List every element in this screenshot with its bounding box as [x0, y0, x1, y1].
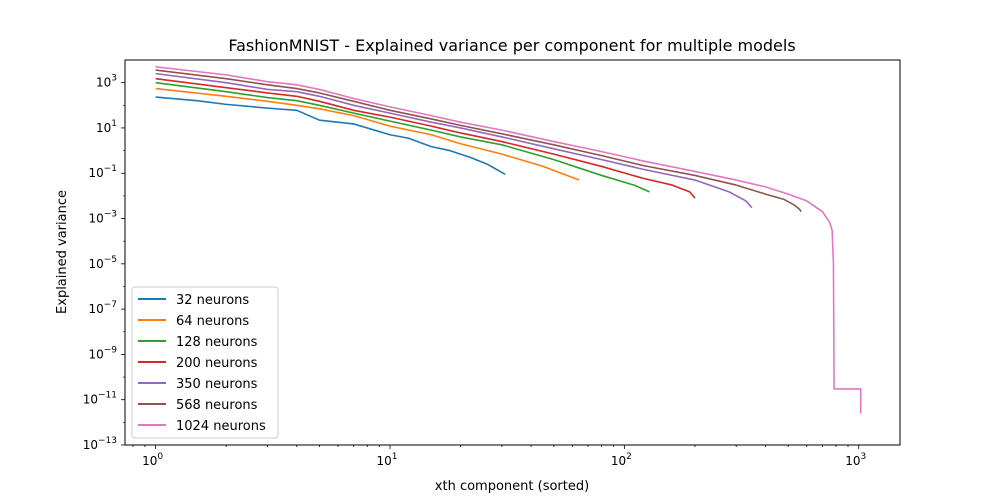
- legend-label-1: 32 neurons: [176, 293, 249, 308]
- y-axis-ticks: 103 101 10−1 10−3 10−5 10−7 10−9 10−11 10−13: [83, 74, 125, 452]
- legend-label-3: 128 neurons: [176, 335, 258, 350]
- y-tick-label: 10−13: [83, 436, 117, 452]
- y-tick-label: 10−1: [88, 164, 117, 180]
- series-line-5: [155, 72, 753, 209]
- x-tick-label: 101: [377, 452, 398, 468]
- legend-label-5: 350 neurons: [176, 377, 258, 392]
- y-tick-label: 10−7: [88, 300, 117, 316]
- legend-items: 32 neurons 64 neurons 128 neurons 200 neuro…: [138, 293, 266, 434]
- legend-label-6: 568 neurons: [176, 398, 258, 413]
- series-line-6: [155, 69, 802, 213]
- series-layer: [155, 66, 862, 414]
- chart-title: FashionMNIST - Explained variance per co…: [228, 36, 795, 55]
- legend: 32 neurons 64 neurons 128 neurons 200 neuro…: [131, 286, 279, 439]
- y-tick-label: 101: [96, 119, 117, 135]
- x-axis-label: xth component (sorted): [435, 479, 589, 494]
- y-tick-label: 103: [96, 74, 117, 90]
- series-line-2: [155, 87, 580, 181]
- y-tick-label: 10−11: [83, 391, 117, 407]
- legend-label-4: 200 neurons: [176, 356, 258, 371]
- series-line-3: [155, 81, 650, 193]
- series-line-1: [155, 96, 506, 175]
- x-axis-ticks: 100 101 102 103: [132, 445, 866, 468]
- series-line-7: [155, 66, 862, 414]
- legend-label-2: 64 neurons: [176, 314, 249, 329]
- plot-area: 100 101 102 103 10310110−110−310−510−710−91…: [83, 59, 901, 468]
- x-tick-label: 103: [845, 452, 866, 468]
- x-tick-label: 102: [611, 452, 632, 468]
- legend-label-7: 1024 neurons: [176, 419, 266, 434]
- axes-frame: [124, 59, 901, 446]
- series-line-4: [155, 77, 696, 199]
- y-tick-label: 10−5: [88, 255, 117, 271]
- y-axis-label: Explained variance: [55, 190, 70, 314]
- legend-box: [131, 286, 279, 439]
- y-tick-label: 10−3: [88, 210, 117, 226]
- x-tick-label: 100: [142, 452, 163, 468]
- y-tick-label: 10−9: [88, 345, 117, 361]
